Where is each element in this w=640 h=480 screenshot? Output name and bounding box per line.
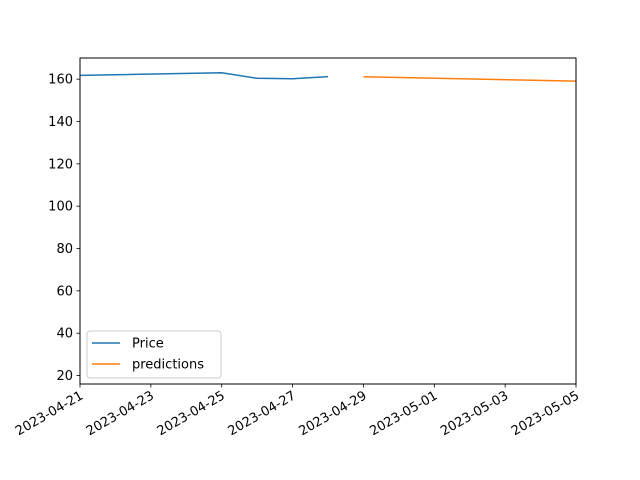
y-tick-label: 60 [56, 284, 73, 299]
x-tick-label: 2023-04-21 [13, 388, 86, 439]
x-tick-label: 2023-05-01 [367, 388, 440, 439]
y-tick-label: 80 [56, 242, 73, 257]
x-tick-label: 2023-05-03 [438, 388, 511, 439]
y-tick-label: 40 [56, 327, 73, 342]
plot-area [79, 72, 577, 82]
y-tick-label: 120 [48, 157, 73, 172]
x-tick-label: 2023-04-27 [226, 388, 299, 439]
y-tick-label: 160 [48, 73, 73, 88]
x-tick-label: 2023-04-23 [84, 388, 157, 439]
x-tick-label: 2023-04-25 [155, 388, 228, 439]
legend-box [86, 330, 222, 379]
y-tick-label: 20 [56, 369, 73, 384]
x-tick-label: 2023-04-29 [296, 388, 369, 439]
legend-label-price: Price [132, 337, 164, 352]
series-line-predictions [363, 76, 577, 82]
y-tick-label: 140 [48, 115, 73, 130]
y-axis: 20 40 60 80 100 120 140 160 [48, 73, 80, 384]
y-tick-label: 100 [48, 200, 73, 215]
x-tick-label: 2023-05-05 [509, 388, 582, 439]
series-line-price [79, 72, 329, 80]
axes-frame [79, 57, 577, 385]
x-axis: 2023-04-212023-04-232023-04-252023-04-27… [13, 384, 582, 439]
legend-label-predictions: predictions [132, 358, 204, 373]
legend: Price predictions [86, 330, 222, 379]
